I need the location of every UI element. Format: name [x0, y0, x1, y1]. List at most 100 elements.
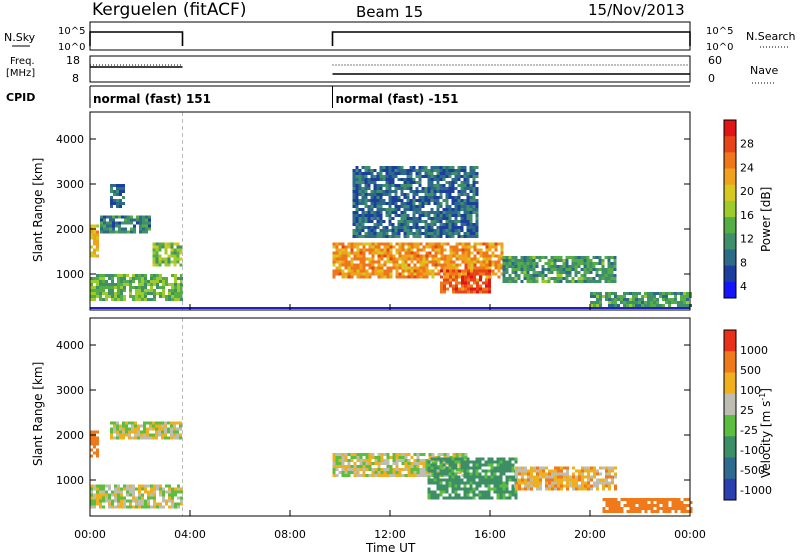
heatmap-cell	[99, 274, 102, 277]
heatmap-cell	[574, 259, 578, 262]
heatmap-cell	[662, 295, 665, 298]
heatmap-cell	[463, 490, 467, 494]
heatmap-cell	[401, 456, 405, 459]
heatmap-cell	[424, 202, 428, 205]
heatmap-cell	[583, 277, 587, 280]
heatmap-cell	[361, 187, 365, 190]
heatmap-cell	[434, 266, 438, 270]
heatmap-cell	[487, 478, 491, 482]
heatmap-cell	[397, 232, 401, 235]
heatmap-cell	[176, 251, 180, 255]
heatmap-cell	[475, 190, 479, 193]
heatmap-cell	[162, 499, 165, 503]
heatmap-cell	[332, 275, 336, 279]
heatmap-cell	[110, 427, 113, 431]
heatmap-cell	[410, 474, 414, 477]
heatmap-cell	[161, 430, 164, 434]
heatmap-cell	[173, 242, 177, 246]
heatmap-cell	[153, 274, 156, 277]
heatmap-cell	[353, 474, 357, 477]
heatmap-cell	[505, 271, 509, 274]
heatmap-cell	[338, 471, 342, 474]
heatmap-cell	[407, 462, 411, 465]
heatmap-cell	[454, 220, 458, 223]
heatmap-cell	[367, 187, 371, 190]
heatmap-cell	[485, 284, 488, 288]
heatmap-cell	[433, 166, 437, 169]
heatmap-cell	[379, 208, 383, 211]
heatmap-cell	[536, 466, 539, 470]
heatmap-cell	[338, 260, 342, 264]
heatmap-cell	[626, 301, 629, 304]
heatmap-cell	[153, 484, 156, 488]
heatmap-cell	[635, 292, 638, 295]
heatmap-cell	[332, 456, 336, 459]
colorbar-frame	[723, 329, 737, 501]
heatmap-cell	[113, 199, 116, 202]
heatmap-cell	[517, 262, 521, 265]
heatmap-cell	[364, 166, 368, 169]
heatmap-cell	[119, 433, 122, 437]
heatmap-cell	[484, 493, 488, 497]
heatmap-cell	[613, 259, 617, 262]
heatmap-cell	[472, 175, 476, 178]
heatmap-cell	[427, 226, 431, 229]
heatmap-cell	[457, 460, 461, 464]
heatmap-cell	[376, 190, 380, 193]
heatmap-cell	[382, 184, 386, 187]
heatmap-cell	[473, 290, 476, 294]
heatmap-cell	[413, 474, 417, 477]
heatmap-cell	[156, 277, 159, 280]
heatmap-cell	[122, 196, 125, 199]
heatmap-cell	[536, 481, 539, 485]
heatmap-cell	[463, 463, 467, 467]
heatmap-cell	[484, 478, 488, 482]
heatmap-cell	[155, 424, 158, 428]
heatmap-cell	[412, 169, 416, 172]
heatmap-cell	[179, 263, 183, 267]
heatmap-cell	[409, 199, 413, 202]
heatmap-cell	[177, 298, 180, 301]
heatmap-cell	[590, 475, 593, 479]
heatmap-cell	[134, 427, 137, 431]
heatmap-cell	[389, 474, 393, 477]
heatmap-cell	[458, 290, 461, 294]
heatmap-cell	[370, 202, 374, 205]
heatmap-cell	[493, 481, 497, 485]
heatmap-cell	[430, 169, 434, 172]
heatmap-cell	[391, 184, 395, 187]
heatmap-cell	[457, 457, 461, 461]
heatmap-cell	[485, 269, 488, 273]
heatmap-cell	[443, 272, 446, 276]
heatmap-cell	[388, 193, 392, 196]
heatmap-cell	[472, 184, 476, 187]
heatmap-cell	[439, 193, 443, 196]
heatmap-cell	[644, 301, 647, 304]
heatmap-cell	[161, 427, 164, 431]
heatmap-cell	[607, 262, 611, 265]
heatmap-cell	[431, 254, 435, 258]
heatmap-cell	[518, 484, 521, 488]
heatmap-cell	[415, 220, 419, 223]
heatmap-cell	[529, 265, 533, 268]
heatmap-cell	[176, 254, 180, 258]
heatmap-cell	[608, 298, 611, 301]
heatmap-cell	[371, 462, 375, 465]
colorbar-tick-label: 1000	[740, 344, 768, 357]
heatmap-cell	[469, 202, 473, 205]
heatmap-cell	[129, 277, 132, 280]
heatmap-cell	[478, 466, 482, 470]
heatmap-cell	[460, 460, 464, 464]
heatmap-cell	[406, 217, 410, 220]
heatmap-cell	[431, 248, 435, 252]
heatmap-cell	[108, 295, 111, 298]
heatmap-cell	[356, 251, 360, 255]
heatmap-cell	[545, 481, 548, 485]
heatmap-cell	[415, 217, 419, 220]
heatmap-cell	[344, 266, 348, 270]
heatmap-cell	[430, 190, 434, 193]
heatmap-cell	[602, 507, 606, 510]
heatmap-cell	[158, 424, 161, 428]
heatmap-cell	[428, 453, 432, 456]
